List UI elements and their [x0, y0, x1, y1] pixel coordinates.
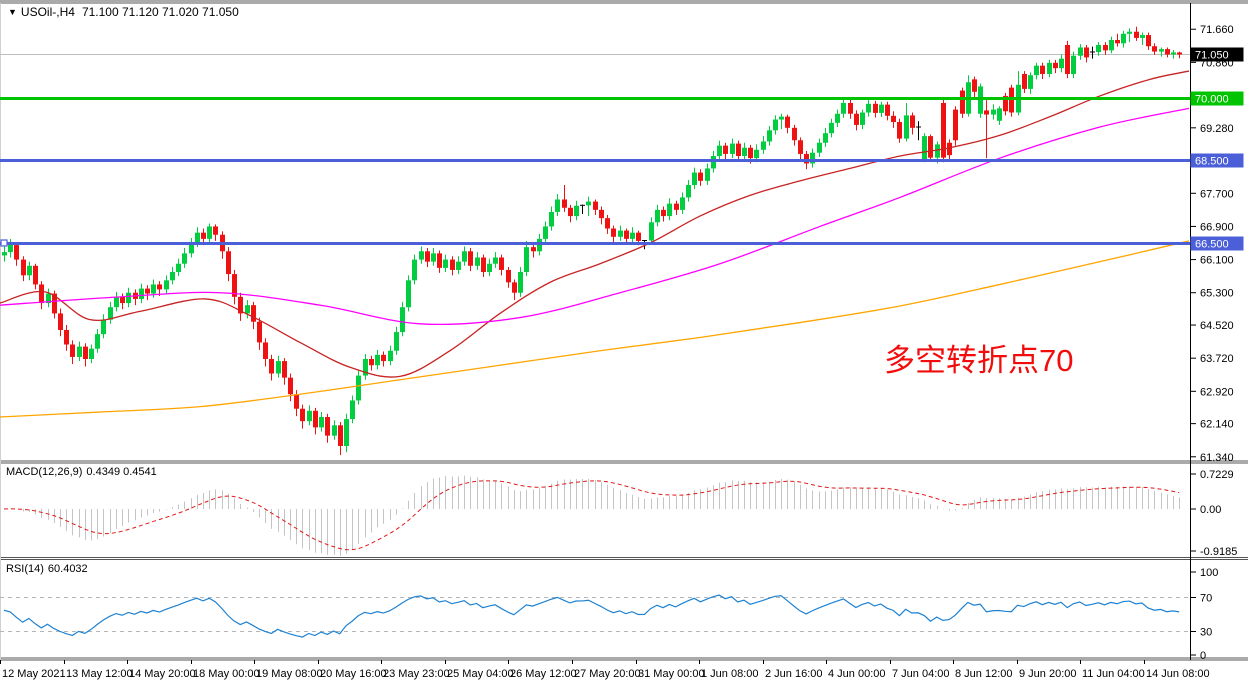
svg-text:4 Jun 00:00: 4 Jun 00:00: [828, 668, 886, 680]
svg-text:70.000: 70.000: [1195, 94, 1229, 106]
svg-text:23 May 23:00: 23 May 23:00: [383, 668, 450, 680]
svg-text:13 May 12:00: 13 May 12:00: [66, 668, 133, 680]
svg-text:70: 70: [1200, 593, 1212, 605]
svg-text:11 Jun 04:00: 11 Jun 04:00: [1082, 668, 1145, 680]
svg-text:7 Jun 04:00: 7 Jun 04:00: [892, 668, 950, 680]
rsi-value: 60.4032: [47, 563, 88, 575]
svg-text:64.520: 64.520: [1200, 320, 1234, 332]
macd-values: 0.4349 0.4541: [86, 466, 157, 478]
svg-text:69.280: 69.280: [1200, 123, 1234, 135]
ma-slow-orange: [0, 240, 1190, 418]
svg-text:67.700: 67.700: [1200, 188, 1234, 200]
macd-indicator: 0.7229 0.00 -0.9185: [3, 469, 1237, 558]
macd-indicator-label: MACD(12,26,9) 0.4349 0.4541: [6, 466, 161, 478]
svg-text:71.660: 71.660: [1200, 24, 1234, 36]
svg-text:66.900: 66.900: [1200, 221, 1234, 233]
svg-text:0: 0: [1200, 650, 1206, 662]
svg-text:62.920: 62.920: [1200, 386, 1234, 398]
current-price-label: 71.050: [1190, 47, 1244, 62]
rsi-name: RSI(14): [6, 563, 44, 575]
ma-fast-red: [0, 70, 1190, 378]
svg-text:2 Jun 16:00: 2 Jun 16:00: [765, 668, 823, 680]
chart-title: USOil-,H4: [20, 5, 75, 19]
svg-text:71.050: 71.050: [1195, 49, 1229, 61]
svg-text:26 May 12:00: 26 May 12:00: [510, 668, 577, 680]
svg-text:62.140: 62.140: [1200, 419, 1234, 431]
svg-text:0.7229: 0.7229: [1200, 469, 1234, 481]
svg-text:9 Jun 20:00: 9 Jun 20:00: [1019, 668, 1077, 680]
svg-text:68.500: 68.500: [1195, 156, 1229, 168]
svg-text:1 Jun 08:00: 1 Jun 08:00: [701, 668, 759, 680]
svg-text:30: 30: [1200, 627, 1212, 639]
panel-separators: [0, 0, 1248, 661]
collapse-arrow-icon[interactable]: ▼: [8, 7, 17, 17]
candlesticks: [2, 26, 1182, 456]
svg-text:61.340: 61.340: [1200, 452, 1234, 464]
svg-text:-0.9185: -0.9185: [1200, 546, 1237, 558]
svg-text:66.500: 66.500: [1195, 239, 1229, 251]
annotation-text[interactable]: 多空转折点70: [884, 343, 1074, 378]
svg-text:66.100: 66.100: [1200, 255, 1234, 267]
svg-text:0.00: 0.00: [1200, 504, 1221, 516]
chart-header: ▼ USOil-,H4 71.100 71.120 71.020 71.050: [8, 5, 239, 19]
svg-text:25 May 04:00: 25 May 04:00: [447, 668, 514, 680]
svg-text:100: 100: [1200, 567, 1218, 579]
svg-text:18 May 00:00: 18 May 00:00: [193, 668, 260, 680]
hline-66.500[interactable]: 66.500: [0, 236, 1244, 251]
rsi-indicator: 100 70 30 0: [0, 567, 1218, 662]
svg-text:31 May 00:00: 31 May 00:00: [638, 668, 705, 680]
hline-68.500[interactable]: 68.500: [0, 153, 1244, 168]
svg-text:8 Jun 12:00: 8 Jun 12:00: [955, 668, 1013, 680]
macd-name: MACD(12,26,9): [6, 466, 83, 478]
svg-text:14 Jun 08:00: 14 Jun 08:00: [1146, 668, 1210, 680]
svg-text:20 May 16:00: 20 May 16:00: [320, 668, 387, 680]
svg-text:19 May 08:00: 19 May 08:00: [256, 668, 323, 680]
svg-text:12 May 2021: 12 May 2021: [2, 668, 66, 680]
chart-ohlc-values: 71.100 71.120 71.020 71.050: [81, 5, 239, 19]
svg-text:63.720: 63.720: [1200, 353, 1234, 365]
rsi-indicator-label: RSI(14) 60.4032: [6, 563, 92, 575]
ma-mid-magenta: [0, 107, 1190, 326]
svg-text:65.300: 65.300: [1200, 288, 1234, 300]
hline-70.000[interactable]: 70.000: [0, 91, 1244, 106]
svg-text:14 May 20:00: 14 May 20:00: [129, 668, 196, 680]
svg-text:27 May 20:00: 27 May 20:00: [574, 668, 641, 680]
